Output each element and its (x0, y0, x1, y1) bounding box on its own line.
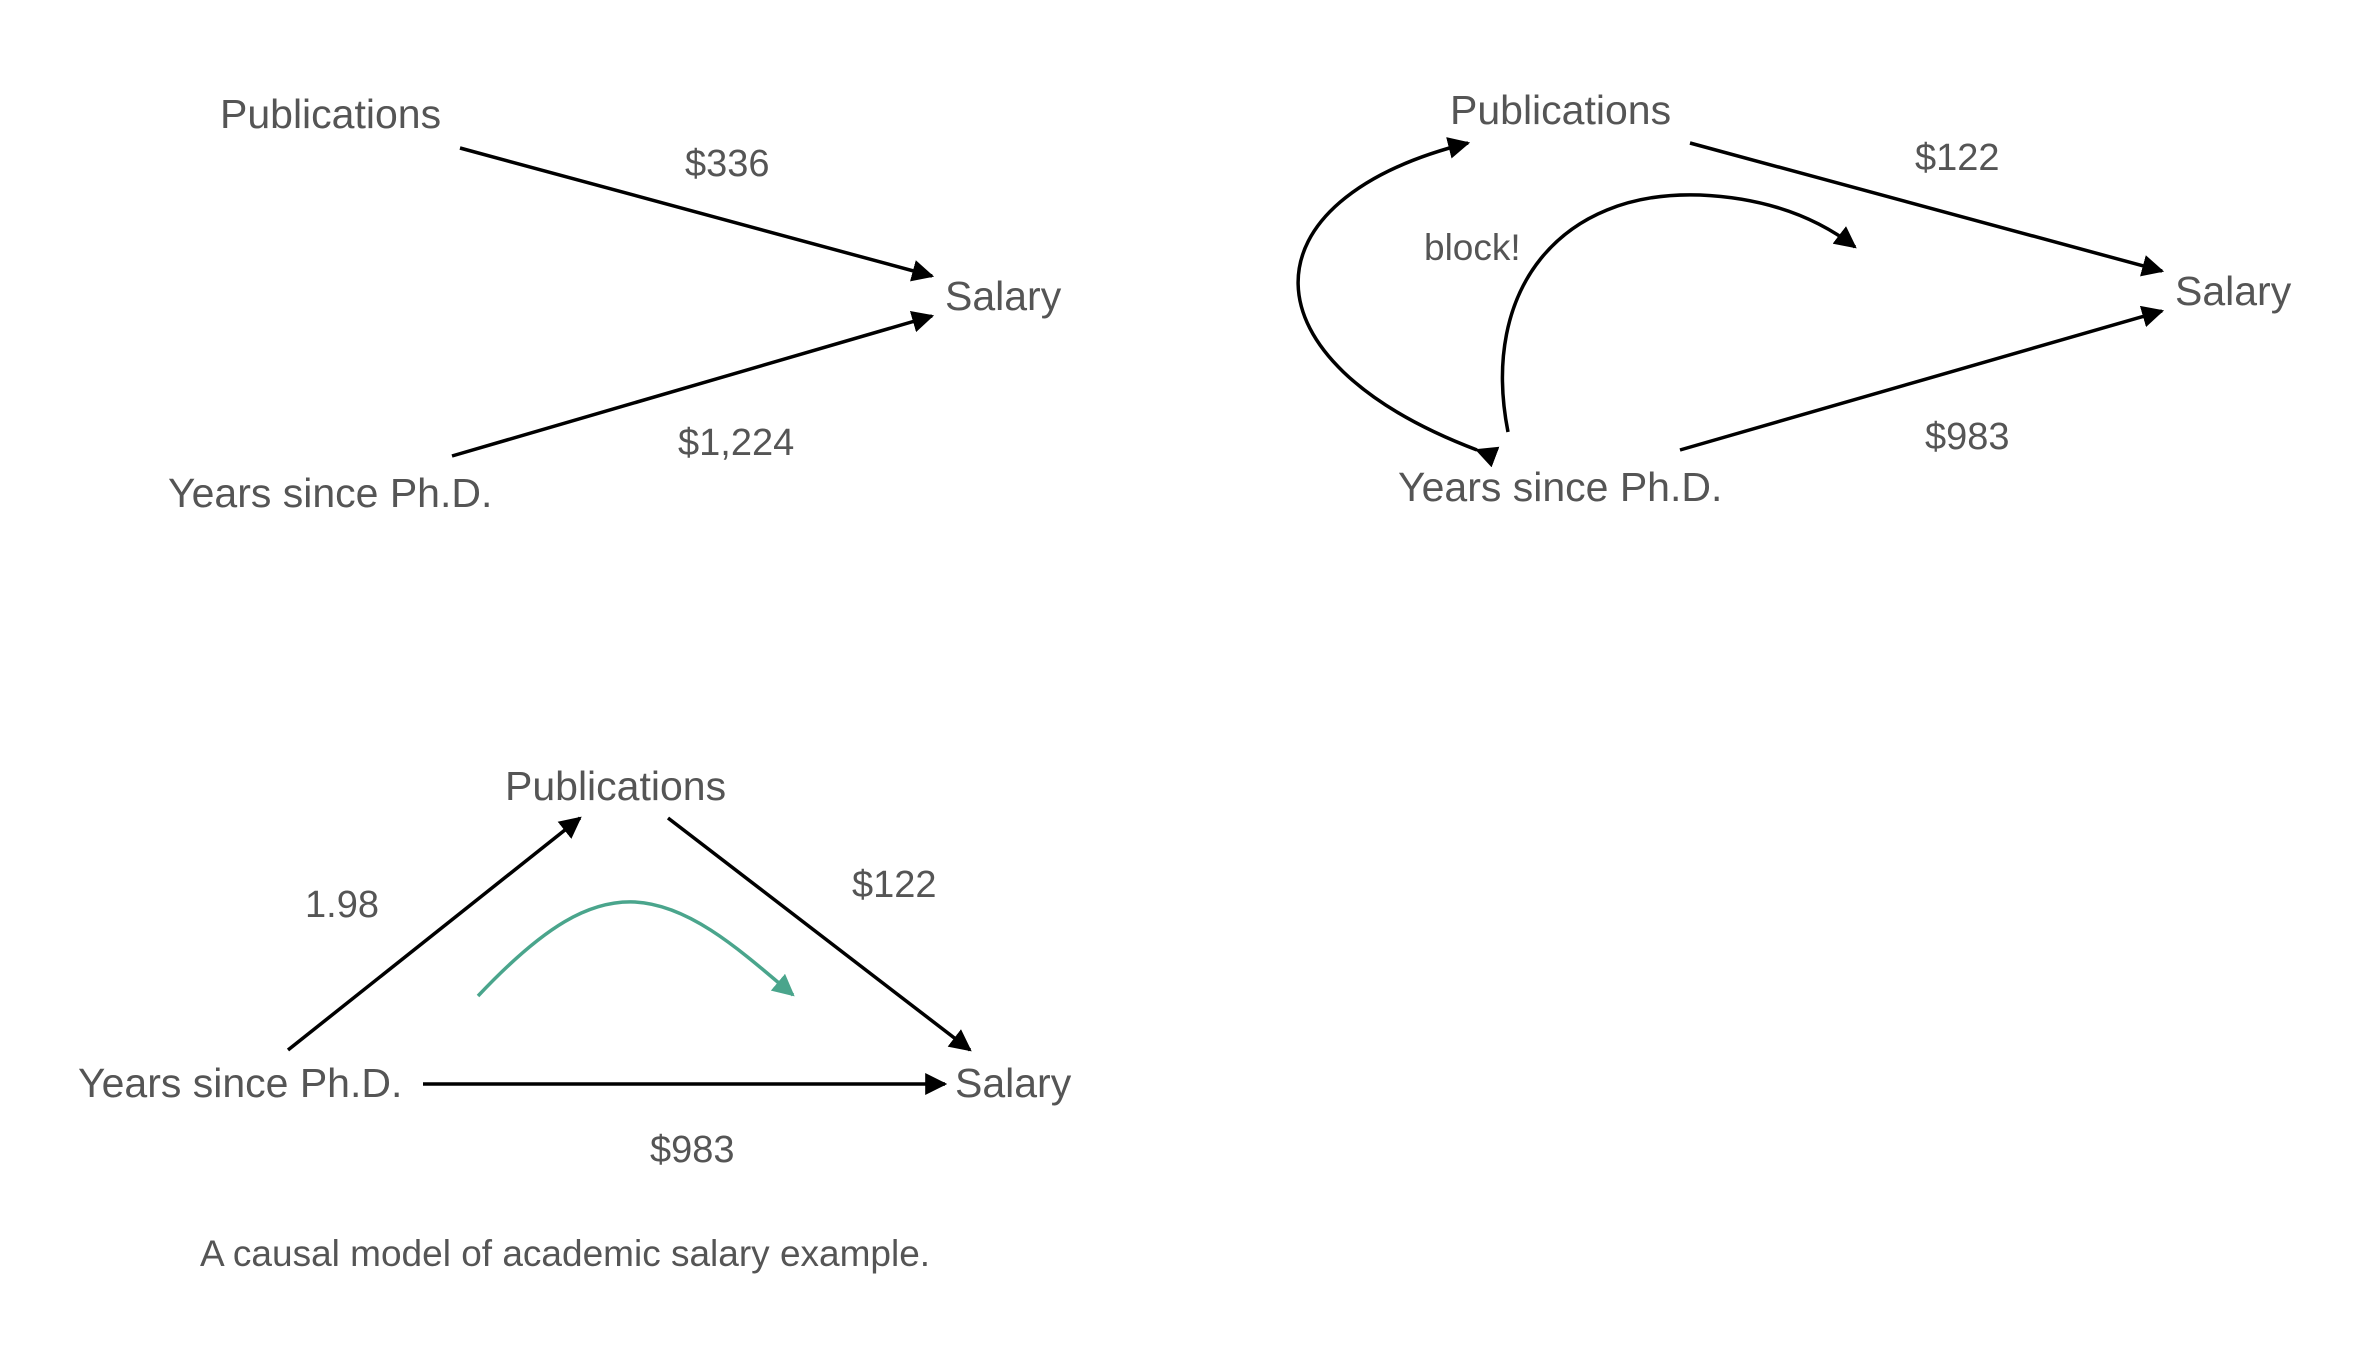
edge-label-publications-salary: $336 (685, 143, 770, 185)
edge-label-years-salary: $1,224 (678, 422, 794, 464)
diagram-blocked-path: Publications Salary Years since Ph.D. bl… (1296, 87, 2292, 510)
node-publications: Publications (1450, 87, 1671, 133)
node-publications: Publications (505, 763, 726, 809)
edge-publications-to-salary (666, 816, 972, 1052)
diagram-mediated-path: Publications Salary Years since Ph.D. 1.… (78, 763, 1072, 1171)
edge-years-to-salary (1679, 305, 2165, 452)
figure-caption: A causal model of academic salary exampl… (200, 1233, 930, 1274)
edge-years-to-publications (286, 816, 582, 1052)
node-salary: Salary (955, 1060, 1072, 1106)
node-years-since-phd: Years since Ph.D. (168, 470, 492, 516)
node-publications: Publications (220, 91, 441, 137)
edge-years-to-salary (451, 310, 935, 458)
edge-label-publications-salary: $122 (852, 864, 937, 906)
node-salary: Salary (945, 273, 1062, 319)
edge-label-publications-salary: $122 (1915, 137, 2000, 179)
edge-label-years-salary: $983 (1925, 416, 2010, 458)
indirect-effect-arrow (476, 900, 795, 998)
edge-years-publications-bidirectional (1296, 137, 1500, 468)
blocked-path-arrow (1500, 193, 1857, 433)
edge-label-years-publications: 1.98 (305, 884, 379, 926)
edge-publications-to-salary (1689, 141, 2165, 277)
node-salary: Salary (2175, 268, 2292, 314)
edge-publications-to-salary (459, 146, 935, 282)
edge-label-years-salary: $983 (650, 1129, 735, 1171)
diagram-total-effect: Publications Salary Years since Ph.D. $3… (168, 91, 1062, 516)
node-years-since-phd: Years since Ph.D. (78, 1060, 402, 1106)
block-annotation: block! (1424, 227, 1521, 268)
node-years-since-phd: Years since Ph.D. (1398, 464, 1722, 510)
